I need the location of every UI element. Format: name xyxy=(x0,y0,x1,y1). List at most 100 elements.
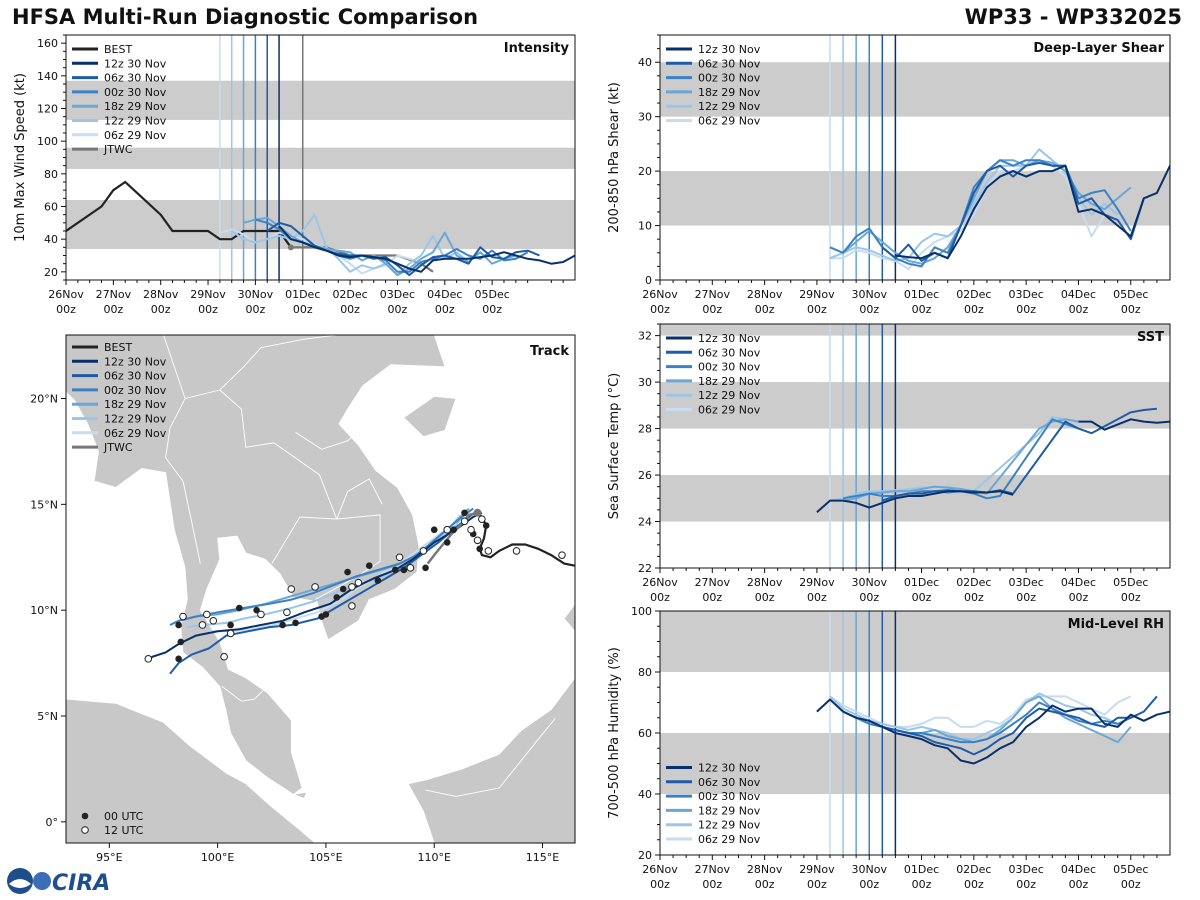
x-tick-label: 01Dec xyxy=(904,576,939,589)
y-tick-label: 140 xyxy=(37,70,58,83)
x-tick-label: 29Nov xyxy=(190,288,226,301)
x-tick-sublabel: 00z xyxy=(1121,591,1141,604)
land xyxy=(407,677,575,843)
y-axis-label: 700-500 hPa Humidity (%) xyxy=(607,647,622,819)
legend-label: 06z 30 Nov xyxy=(104,370,167,383)
marker-swatch xyxy=(81,826,89,834)
x-tick-sublabel: 00z xyxy=(650,878,670,891)
marker-12utc xyxy=(348,602,356,610)
marker-00utc xyxy=(279,621,286,629)
x-tick-label: 29Nov xyxy=(799,576,835,589)
x-tick-sublabel: 00z xyxy=(1069,591,1089,604)
series-line xyxy=(882,695,1158,756)
land xyxy=(66,335,446,795)
legend-label: 00z 30 Nov xyxy=(698,361,761,374)
y-axis-label: Sea Surface Temp (°C) xyxy=(607,373,622,520)
x-tick-sublabel: 00z xyxy=(1016,303,1036,316)
marker-label: 00 UTC xyxy=(104,810,144,823)
series-track-line xyxy=(187,512,466,629)
panel-title: Intensity xyxy=(504,41,570,56)
series-line xyxy=(816,698,1170,765)
legend-label: 06z 30 Nov xyxy=(698,776,761,789)
x-tick-sublabel: 00z xyxy=(1016,878,1036,891)
x-tick-sublabel: 00z xyxy=(755,878,775,891)
marker-12utc xyxy=(202,610,211,619)
legend-label: 12z 30 Nov xyxy=(698,762,761,775)
x-tick-label: 27Nov xyxy=(695,863,731,876)
x-tick-label: 26Nov xyxy=(48,288,84,301)
legend-label: 12z 30 Nov xyxy=(698,332,761,345)
marker-12utc xyxy=(473,536,482,545)
marker-12utc xyxy=(198,621,207,629)
x-tick-label: 28Nov xyxy=(747,576,783,589)
marker-00utc xyxy=(318,613,325,620)
x-tick-label: 28Nov xyxy=(143,288,179,301)
legend-label: BEST xyxy=(104,341,132,354)
series-line xyxy=(842,418,1079,502)
marker-00utc xyxy=(443,539,451,546)
map-area xyxy=(66,335,575,843)
x-tick-label: 03Dec xyxy=(1009,576,1044,589)
y-tick-label: 120 xyxy=(37,103,58,116)
lat-tick-label: 15°N xyxy=(30,498,58,511)
legend-label: 06z 30 Nov xyxy=(104,72,167,85)
map-frame xyxy=(65,334,576,844)
page-title: HFSA Multi-Run Diagnostic Comparison xyxy=(12,5,479,29)
x-tick-sublabel: 00z xyxy=(912,878,932,891)
marker-12utc xyxy=(283,608,291,617)
y-axis-label: 200-850 hPa Shear (kt) xyxy=(607,82,622,233)
x-tick-sublabel: 00z xyxy=(964,591,984,604)
land xyxy=(66,698,316,843)
series-line xyxy=(231,213,470,277)
y-tick-label: 100 xyxy=(631,605,652,618)
marker-12utc xyxy=(558,551,566,559)
x-tick-sublabel: 00z xyxy=(1016,591,1036,604)
x-tick-sublabel: 00z xyxy=(859,303,879,316)
marker-00utc xyxy=(365,562,373,570)
x-tick-sublabel: 00z xyxy=(198,303,218,316)
x-tick-sublabel: 00z xyxy=(1069,878,1089,891)
x-tick-label: 05Dec xyxy=(474,288,509,301)
x-tick-label: 02Dec xyxy=(956,576,991,589)
shaded-band xyxy=(660,733,1170,794)
y-tick-label: 160 xyxy=(37,37,58,50)
x-tick-sublabel: 00z xyxy=(702,591,722,604)
marker-12utc xyxy=(419,547,428,555)
marker-12utc xyxy=(484,547,493,555)
marker-swatch xyxy=(81,812,89,820)
border-line xyxy=(219,389,338,520)
y-axis: 0 10 20 30 40 xyxy=(638,34,660,287)
x-tick-sublabel: 00z xyxy=(702,878,722,891)
legend-label: 18z 29 Nov xyxy=(698,375,761,388)
y-tick-label: 80 xyxy=(638,666,652,679)
jtwc-init-point xyxy=(473,508,482,517)
x-tick-label: 04Dec xyxy=(427,288,462,301)
x-axis: 26Nov 00z 27Nov 00z 28Nov 00z 29Nov 00z 30Nov 00z… xyxy=(642,855,1158,891)
x-tick-label: 29Nov xyxy=(799,863,835,876)
legend-label: 12z 29 Nov xyxy=(104,115,167,128)
legend-label: 12z 29 Nov xyxy=(104,413,167,426)
legend-label: BEST xyxy=(104,43,132,56)
shear-panel: 0 10 20 30 40 26Nov 00z 27Nov 00z 28Nov 00z 29Nov 00… xyxy=(607,34,1171,316)
plot-area xyxy=(660,35,1170,280)
marker-00utc xyxy=(235,604,243,612)
x-tick-label: 03Dec xyxy=(380,288,415,301)
y-tick-label: 60 xyxy=(44,201,58,214)
x-tick-sublabel: 00z xyxy=(293,303,313,316)
x-tick-sublabel: 00z xyxy=(1121,303,1141,316)
border-line xyxy=(295,421,370,450)
legend-label: 06z 30 Nov xyxy=(698,57,761,70)
legend-label: 06z 29 Nov xyxy=(698,404,761,417)
x-tick-sublabel: 00z xyxy=(246,303,266,316)
track-panel: 95°E 100°E 105°E 110°E 115°E 0° 5°N 10°N 15°N 20°… xyxy=(30,334,576,864)
noaa-wave-icon xyxy=(9,879,31,888)
legend-label: 12z 30 Nov xyxy=(698,43,761,56)
series-line xyxy=(278,225,575,273)
series-line xyxy=(266,221,540,277)
legend-label: 18z 29 Nov xyxy=(698,804,761,817)
x-tick-label: 03Dec xyxy=(1009,288,1044,301)
marker-00utc xyxy=(450,526,458,534)
border-line xyxy=(336,478,383,520)
x-tick-sublabel: 00z xyxy=(103,303,123,316)
